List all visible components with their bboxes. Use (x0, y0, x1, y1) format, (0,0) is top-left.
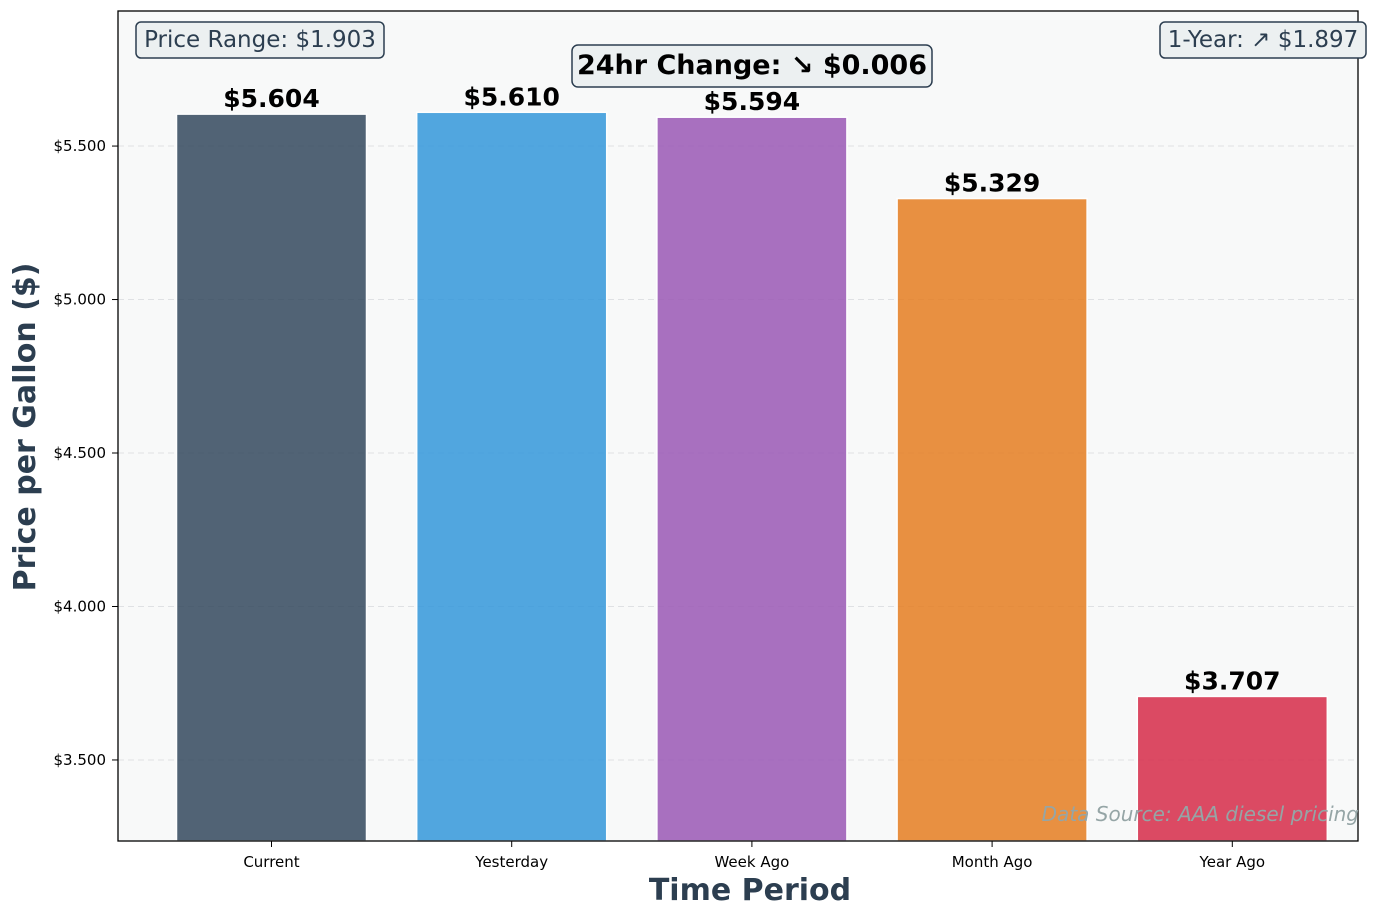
x-axis-ticks: Current Yesterday Week Ago Month Ago Year Ag… (243, 841, 1265, 871)
bar-value-label: $5.610 (463, 82, 559, 111)
y-axis-title: Price per Gallon ($) (8, 263, 43, 592)
bar-value-label: $5.329 (944, 169, 1040, 198)
x-axis-title: Time Period (649, 873, 851, 908)
bar-value-label: $5.604 (223, 84, 319, 113)
bars (175, 111, 1329, 842)
x-tick-label: Month Ago (952, 853, 1033, 871)
one-year-box: 1-Year: ↗ $1.897 (1159, 21, 1367, 59)
price-range-text: Price Range: $1.903 (144, 27, 376, 53)
bar-month-ago (896, 197, 1088, 842)
change-24hr-text: 24hr Change: ↘ $0.006 (577, 50, 927, 81)
y-tick-label: $4.500 (54, 444, 107, 462)
bar-current (175, 113, 368, 842)
x-tick-label: Year Ago (1199, 853, 1266, 871)
bar-value-labels: $5.604 $5.610 $5.594 $5.329 $3.707 (223, 82, 1280, 695)
y-tick-label: $4.000 (54, 597, 107, 615)
one-year-text: 1-Year: ↗ $1.897 (1168, 27, 1359, 53)
bar-value-label: $3.707 (1184, 666, 1280, 695)
bar-value-label: $5.594 (704, 87, 800, 116)
x-tick-label: Current (243, 853, 299, 871)
price-range-box: Price Range: $1.903 (135, 21, 385, 59)
x-tick-label: Week Ago (714, 853, 789, 871)
y-tick-label: $5.500 (54, 137, 107, 155)
bar-yesterday (415, 111, 608, 842)
plot-frame (117, 10, 1359, 842)
y-tick-label: $3.500 (54, 751, 107, 769)
change-24hr-box: 24hr Change: ↘ $0.006 (571, 44, 933, 88)
data-source-text: Data Source: AAA diesel pricing (1042, 802, 1359, 826)
bar-year-ago (1136, 695, 1329, 842)
y-tick-label: $5.000 (54, 291, 107, 309)
bar-week-ago (656, 116, 848, 842)
x-tick-label: Yesterday (474, 853, 548, 871)
y-axis-ticks: $3.500 $4.000 $4.500 $5.000 $5.500 (54, 137, 118, 769)
